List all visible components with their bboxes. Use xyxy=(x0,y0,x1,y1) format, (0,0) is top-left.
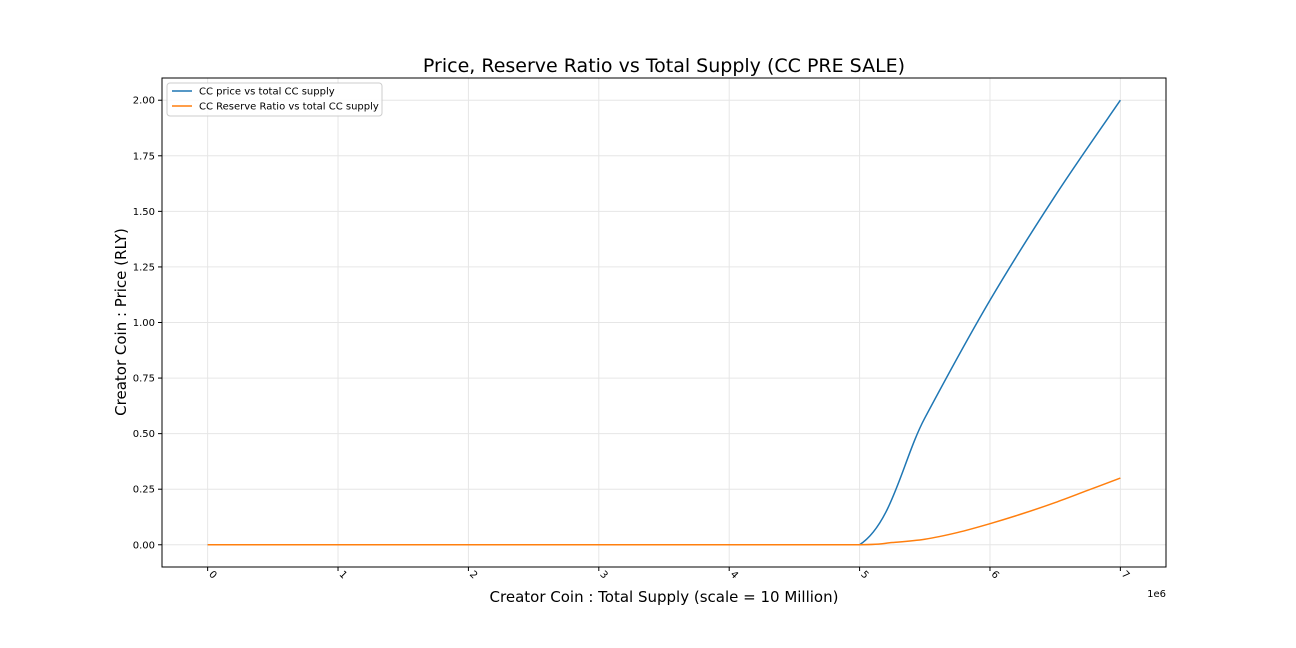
legend-box xyxy=(166,82,383,117)
legend: CC price vs total CC supply CC Reserve Ra… xyxy=(166,82,383,117)
series-layer xyxy=(207,99,1121,546)
legend-label-0: CC price vs total CC supply xyxy=(199,87,335,98)
grid-layer xyxy=(162,78,1166,567)
series-line-0 xyxy=(207,99,1121,546)
x-offset-label: 1e6 xyxy=(1147,589,1166,600)
ticks-layer: 0 1 2 3 4 5 6 70.000.250.500.751.001.251.501.75… xyxy=(133,96,1132,582)
y-tick-label: 0.25 xyxy=(133,485,155,496)
y-tick-label: 1.25 xyxy=(133,262,155,273)
y-tick-label: 1.75 xyxy=(133,151,155,162)
y-tick-label: 0.00 xyxy=(133,540,155,551)
y-tick-label: 2.00 xyxy=(133,96,155,107)
y-tick-label: 1.00 xyxy=(133,318,155,329)
legend-label-1: CC Reserve Ratio vs total CC supply xyxy=(199,102,379,113)
y-tick-label: 1.50 xyxy=(133,207,155,218)
y-tick-label: 0.75 xyxy=(133,374,155,385)
y-tick-label: 0.50 xyxy=(133,429,155,440)
y-axis-label: Creator Coin : Price (RLY) xyxy=(112,228,130,416)
x-axis-label: Creator Coin : Total Supply (scale = 10 … xyxy=(490,588,839,606)
chart-title: Price, Reserve Ratio vs Total Supply (CC… xyxy=(423,55,905,77)
series-line-1 xyxy=(207,477,1121,546)
